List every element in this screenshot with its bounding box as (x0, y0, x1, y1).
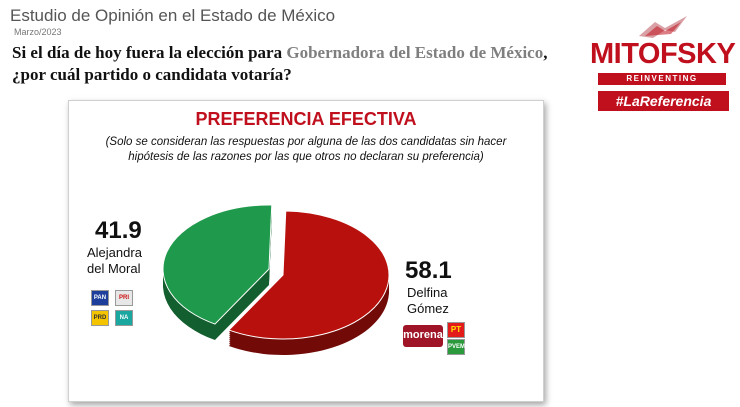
slice-label-delfina: Delfina Gómez (407, 285, 449, 317)
pie-chart (162, 204, 390, 355)
party-pan-icon: PAN (91, 290, 109, 306)
mitofsky-logo: MITOFSKY REINVENTING RESEARCH #LaReferen… (590, 14, 736, 114)
slide-title: Estudio de Opinión en el Estado de Méxic… (10, 6, 336, 25)
chart-title: PREFERENCIA EFECTIVA (195, 109, 417, 129)
question-highlight: Gobernadora del Estado de México (286, 43, 544, 62)
question-text-end: , ¿por cuál partido o candidata votaría? (12, 43, 548, 84)
candidate-first-name: Alejandra (87, 245, 142, 260)
party-pri-icon: PRI (115, 290, 133, 306)
logo-tagline: REINVENTING RESEARCH (598, 73, 726, 95)
party-pvem-icon: PVEM (447, 339, 465, 355)
question-text-start: Si el día de hoy fuera la elección para (12, 43, 287, 62)
logo-bird-icon (639, 16, 687, 38)
slice-value-delfina: 58.1 (405, 257, 452, 284)
survey-date: Marzo/2023 (14, 27, 62, 37)
party-pt-icon: PT (447, 322, 465, 338)
slice-value-alejandra: 41.9 (95, 217, 142, 244)
pie-slice-delfina (228, 210, 390, 340)
slice-label-alejandra: Alejandra del Moral (87, 245, 142, 277)
logo-wordmark: MITOFSKY (590, 38, 736, 70)
candidate-last-name: del Moral (87, 261, 141, 276)
candidate-first-name: Delfina (407, 285, 448, 300)
party-prd-icon: PRD (91, 310, 109, 326)
party-morena-icon: morena (403, 325, 443, 347)
chart-panel: PREFERENCIA EFECTIVA (Solo se consideran… (68, 100, 544, 402)
pie-slice-alejandra (162, 204, 273, 325)
chart-subtitle: (Solo se consideran las respuestas por a… (105, 136, 507, 163)
candidate-last-name: Gómez (407, 301, 449, 316)
logo-hashtag: #LaReferencia (598, 91, 729, 111)
party-na-icon: NA (115, 310, 133, 326)
survey-question: Si el día de hoy fuera la elección para … (12, 42, 552, 86)
